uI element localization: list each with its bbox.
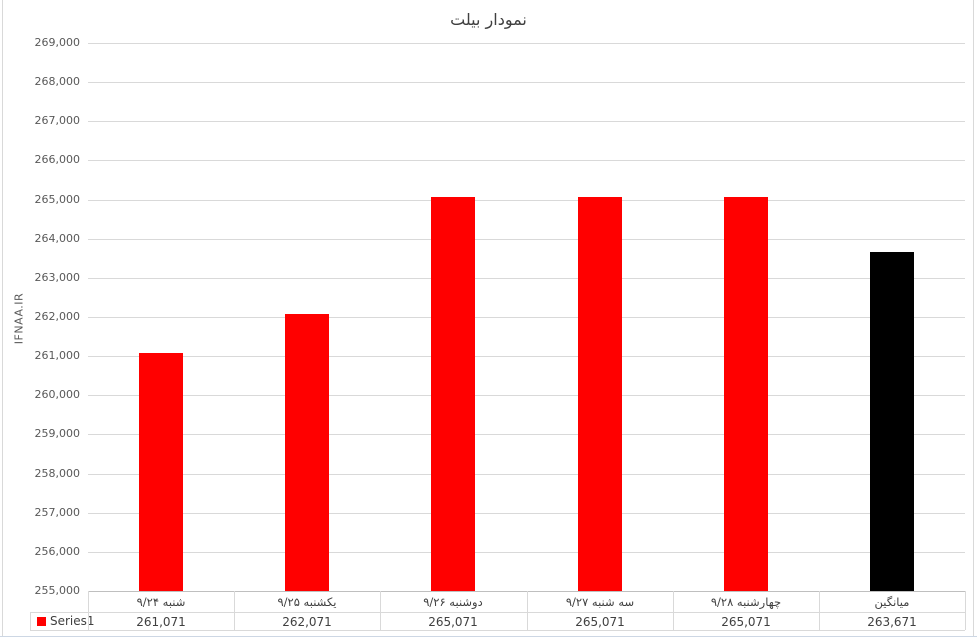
gridline <box>88 239 965 240</box>
bar-4[interactable] <box>578 197 622 591</box>
bar-1[interactable] <box>139 353 183 591</box>
table-value-cell: 262,071 <box>282 615 332 629</box>
worksheet-gridline <box>0 636 977 637</box>
legend-cell[interactable]: Series1 <box>30 612 95 630</box>
chart-title: نمودار بیلت <box>450 10 527 29</box>
gridline <box>88 356 965 357</box>
table-value-cell: 265,071 <box>575 615 625 629</box>
table-category-cell: دوشنبه ۹/۲۶ <box>423 595 483 609</box>
table-border <box>380 591 381 630</box>
y-axis-tick-label: 269,000 <box>34 36 81 49</box>
gridline <box>88 43 965 44</box>
table-category-cell: شنبه ۹/۲۴ <box>136 595 186 609</box>
table-category-cell: سه شنبه ۹/۲۷ <box>565 595 635 609</box>
gridline <box>88 160 965 161</box>
legend-marker-square-icon <box>37 616 46 626</box>
table-value-cell: 261,071 <box>136 615 186 629</box>
bar-5[interactable] <box>724 197 768 591</box>
y-axis-tick-label: 259,000 <box>34 427 81 440</box>
table-border <box>819 591 820 630</box>
gridline <box>88 278 965 279</box>
gridline <box>88 552 965 553</box>
y-axis-tick-label: 266,000 <box>34 153 81 166</box>
y-axis-tick-label: 258,000 <box>34 467 81 480</box>
table-border <box>234 591 235 630</box>
y-axis-tick-label: 264,000 <box>34 232 81 245</box>
y-axis-tick-label: 267,000 <box>34 114 81 127</box>
gridline <box>88 121 965 122</box>
bar-6[interactable] <box>870 252 914 591</box>
table-border <box>30 612 965 613</box>
table-border <box>30 630 965 631</box>
y-axis-tick-label: 255,000 <box>34 584 81 597</box>
y-axis-tick-label: 260,000 <box>34 388 81 401</box>
gridline <box>88 434 965 435</box>
gridline <box>88 395 965 396</box>
chart-frame-right-border <box>973 0 974 636</box>
gridline <box>88 317 965 318</box>
table-border <box>88 591 89 630</box>
y-axis-tick-label: 263,000 <box>34 271 81 284</box>
gridline <box>88 82 965 83</box>
table-category-cell: چهارشنبه ۹/۲۸ <box>710 595 782 609</box>
gridline <box>88 200 965 201</box>
gridline <box>88 513 965 514</box>
table-border <box>527 591 528 630</box>
y-axis-tick-label: 257,000 <box>34 506 81 519</box>
table-value-cell: 265,071 <box>721 615 771 629</box>
table-border <box>30 612 31 630</box>
y-axis-tick-label: 265,000 <box>34 193 81 206</box>
table-border <box>673 591 674 630</box>
bar-3[interactable] <box>431 197 475 591</box>
y-axis-tick-label: 268,000 <box>34 75 81 88</box>
chart-frame-left-border <box>2 0 3 636</box>
y-axis-tick-label: 261,000 <box>34 349 81 362</box>
table-border <box>965 591 966 630</box>
bar-2[interactable] <box>285 314 329 591</box>
gridline <box>88 474 965 475</box>
legend-label: Series1 <box>50 614 95 628</box>
table-category-cell: یکشنبه ۹/۲۵ <box>277 595 337 609</box>
y-axis-tick-label: 262,000 <box>34 310 81 323</box>
table-value-cell: 265,071 <box>428 615 478 629</box>
y-axis-tick-label: 256,000 <box>34 545 81 558</box>
x-axis-line <box>88 591 965 592</box>
table-category-cell: میانگین <box>874 595 910 609</box>
table-value-cell: 263,671 <box>867 615 917 629</box>
